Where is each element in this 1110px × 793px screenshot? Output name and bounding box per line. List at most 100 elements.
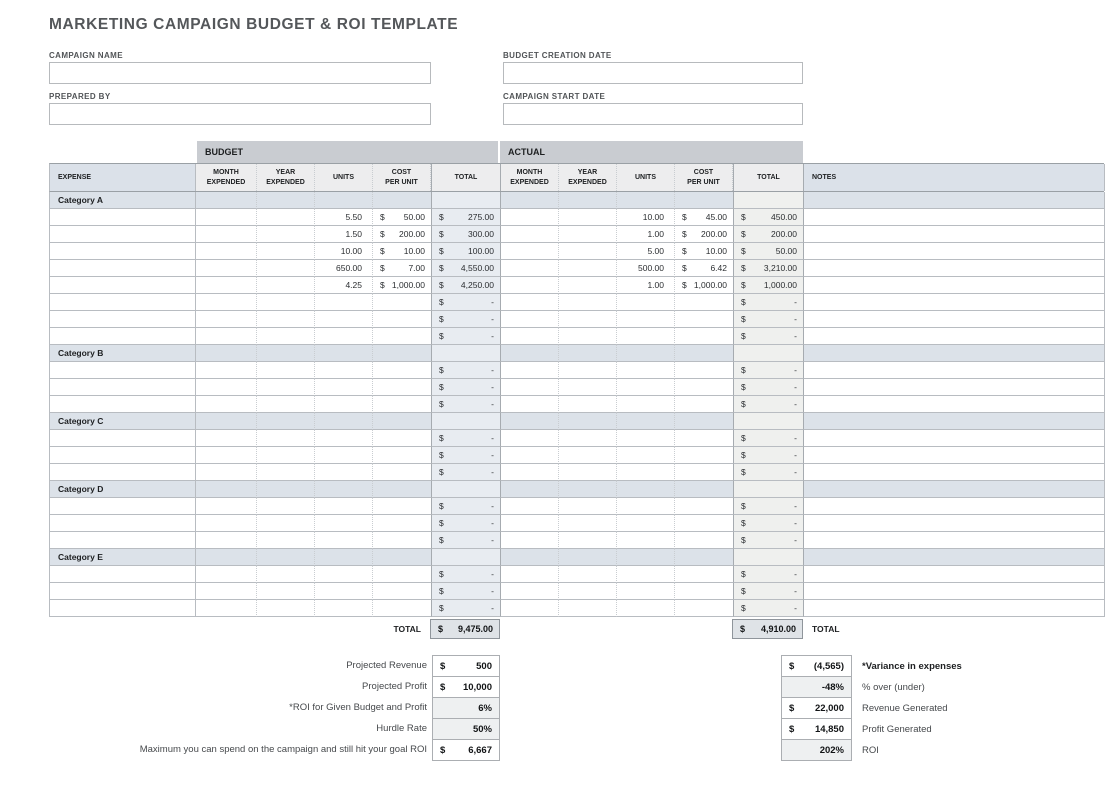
actual-cost-per-unit-cell[interactable] [675, 413, 733, 430]
actual-cost-per-unit-cell[interactable] [675, 515, 733, 532]
actual-cost-per-unit-cell[interactable] [675, 566, 733, 583]
budget-total-cell[interactable]: $ - [431, 600, 501, 617]
actual-year-expended-cell[interactable] [559, 498, 617, 515]
budget-units-cell[interactable] [315, 549, 373, 566]
expense-cell[interactable] [50, 362, 196, 379]
summary-value-cell[interactable]: $10,000 [432, 676, 500, 698]
actual-month-expended-cell[interactable] [501, 260, 559, 277]
actual-month-expended-cell[interactable] [501, 192, 559, 209]
actual-units-cell[interactable] [617, 379, 675, 396]
budget-cost-per-unit-cell[interactable] [373, 430, 431, 447]
budget-year-expended-cell[interactable] [257, 515, 315, 532]
budget-year-expended-cell[interactable] [257, 294, 315, 311]
budget-units-cell[interactable]: 5.50 [315, 209, 373, 226]
budget-year-expended-cell[interactable] [257, 192, 315, 209]
actual-year-expended-cell[interactable] [559, 226, 617, 243]
category-name-cell[interactable]: Category B [50, 345, 196, 362]
budget-year-expended-cell[interactable] [257, 328, 315, 345]
budget-cost-per-unit-cell[interactable]: $10.00 [373, 243, 431, 260]
budget-month-expended-cell[interactable] [196, 498, 257, 515]
actual-total-cell[interactable] [733, 192, 804, 209]
actual-year-expended-cell[interactable] [559, 447, 617, 464]
budget-year-expended-cell[interactable] [257, 396, 315, 413]
budget-units-cell[interactable] [315, 600, 373, 617]
actual-cost-per-unit-cell[interactable] [675, 464, 733, 481]
budget-units-cell[interactable] [315, 464, 373, 481]
category-name-cell[interactable]: Category C [50, 413, 196, 430]
actual-units-cell[interactable] [617, 192, 675, 209]
notes-cell[interactable] [804, 515, 1105, 532]
notes-cell[interactable] [804, 379, 1105, 396]
actual-total-cell[interactable]: $ - [733, 464, 804, 481]
budget-total-cell[interactable] [431, 481, 501, 498]
budget-units-cell[interactable] [315, 481, 373, 498]
actual-year-expended-cell[interactable] [559, 464, 617, 481]
budget-cost-per-unit-cell[interactable] [373, 192, 431, 209]
actual-units-cell[interactable] [617, 532, 675, 549]
actual-year-expended-cell[interactable] [559, 396, 617, 413]
notes-cell[interactable] [804, 243, 1105, 260]
actual-year-expended-cell[interactable] [559, 243, 617, 260]
actual-total-cell[interactable]: $ - [733, 396, 804, 413]
budget-month-expended-cell[interactable] [196, 515, 257, 532]
budget-cost-per-unit-cell[interactable] [373, 583, 431, 600]
notes-cell[interactable] [804, 226, 1105, 243]
budget-year-expended-cell[interactable] [257, 549, 315, 566]
budget-total-cell[interactable]: $ - [431, 362, 501, 379]
budget-month-expended-cell[interactable] [196, 362, 257, 379]
budget-month-expended-cell[interactable] [196, 396, 257, 413]
budget-cost-per-unit-cell[interactable] [373, 464, 431, 481]
actual-total-cell[interactable]: $ - [733, 379, 804, 396]
actual-cost-per-unit-cell[interactable] [675, 447, 733, 464]
budget-month-expended-cell[interactable] [196, 260, 257, 277]
budget-total-cell[interactable]: $ - [431, 498, 501, 515]
actual-month-expended-cell[interactable] [501, 532, 559, 549]
actual-month-expended-cell[interactable] [501, 345, 559, 362]
budget-cost-per-unit-cell[interactable]: $7.00 [373, 260, 431, 277]
campaign-start-date-field[interactable] [503, 103, 803, 125]
budget-month-expended-cell[interactable] [196, 600, 257, 617]
summary-value-cell[interactable]: $14,850 [781, 718, 852, 740]
notes-cell[interactable] [804, 311, 1105, 328]
expense-cell[interactable] [50, 532, 196, 549]
actual-units-cell[interactable]: 5.00 [617, 243, 675, 260]
actual-month-expended-cell[interactable] [501, 600, 559, 617]
expense-cell[interactable] [50, 226, 196, 243]
actual-units-cell[interactable] [617, 583, 675, 600]
actual-cost-per-unit-cell[interactable] [675, 549, 733, 566]
actual-cost-per-unit-cell[interactable] [675, 328, 733, 345]
budget-cost-per-unit-cell[interactable] [373, 549, 431, 566]
actual-units-cell[interactable] [617, 345, 675, 362]
actual-month-expended-cell[interactable] [501, 430, 559, 447]
actual-units-cell[interactable]: 1.00 [617, 277, 675, 294]
actual-total-cell[interactable]: $ - [733, 566, 804, 583]
summary-value-cell[interactable]: 202% [781, 739, 852, 761]
actual-units-cell[interactable]: 1.00 [617, 226, 675, 243]
actual-cost-per-unit-cell[interactable]: $45.00 [675, 209, 733, 226]
expense-cell[interactable] [50, 566, 196, 583]
expense-cell[interactable] [50, 430, 196, 447]
actual-units-cell[interactable] [617, 362, 675, 379]
notes-cell[interactable] [804, 481, 1105, 498]
expense-cell[interactable] [50, 209, 196, 226]
budget-total-cell[interactable]: $ - [431, 379, 501, 396]
actual-year-expended-cell[interactable] [559, 600, 617, 617]
actual-cost-per-unit-cell[interactable] [675, 362, 733, 379]
budget-units-cell[interactable] [315, 413, 373, 430]
actual-month-expended-cell[interactable] [501, 277, 559, 294]
actual-cost-per-unit-cell[interactable] [675, 600, 733, 617]
budget-total-cell[interactable]: $ - [431, 583, 501, 600]
budget-total-cell[interactable] [431, 192, 501, 209]
actual-total-cell[interactable]: $3,210.00 [733, 260, 804, 277]
budget-month-expended-cell[interactable] [196, 226, 257, 243]
budget-units-cell[interactable] [315, 311, 373, 328]
summary-value-cell[interactable]: 6% [432, 697, 500, 719]
budget-cost-per-unit-cell[interactable] [373, 362, 431, 379]
campaign-name-field[interactable] [49, 62, 431, 84]
budget-units-cell[interactable] [315, 583, 373, 600]
budget-creation-date-field[interactable] [503, 62, 803, 84]
actual-units-cell[interactable] [617, 447, 675, 464]
budget-year-expended-cell[interactable] [257, 583, 315, 600]
notes-cell[interactable] [804, 430, 1105, 447]
actual-cost-per-unit-cell[interactable] [675, 481, 733, 498]
